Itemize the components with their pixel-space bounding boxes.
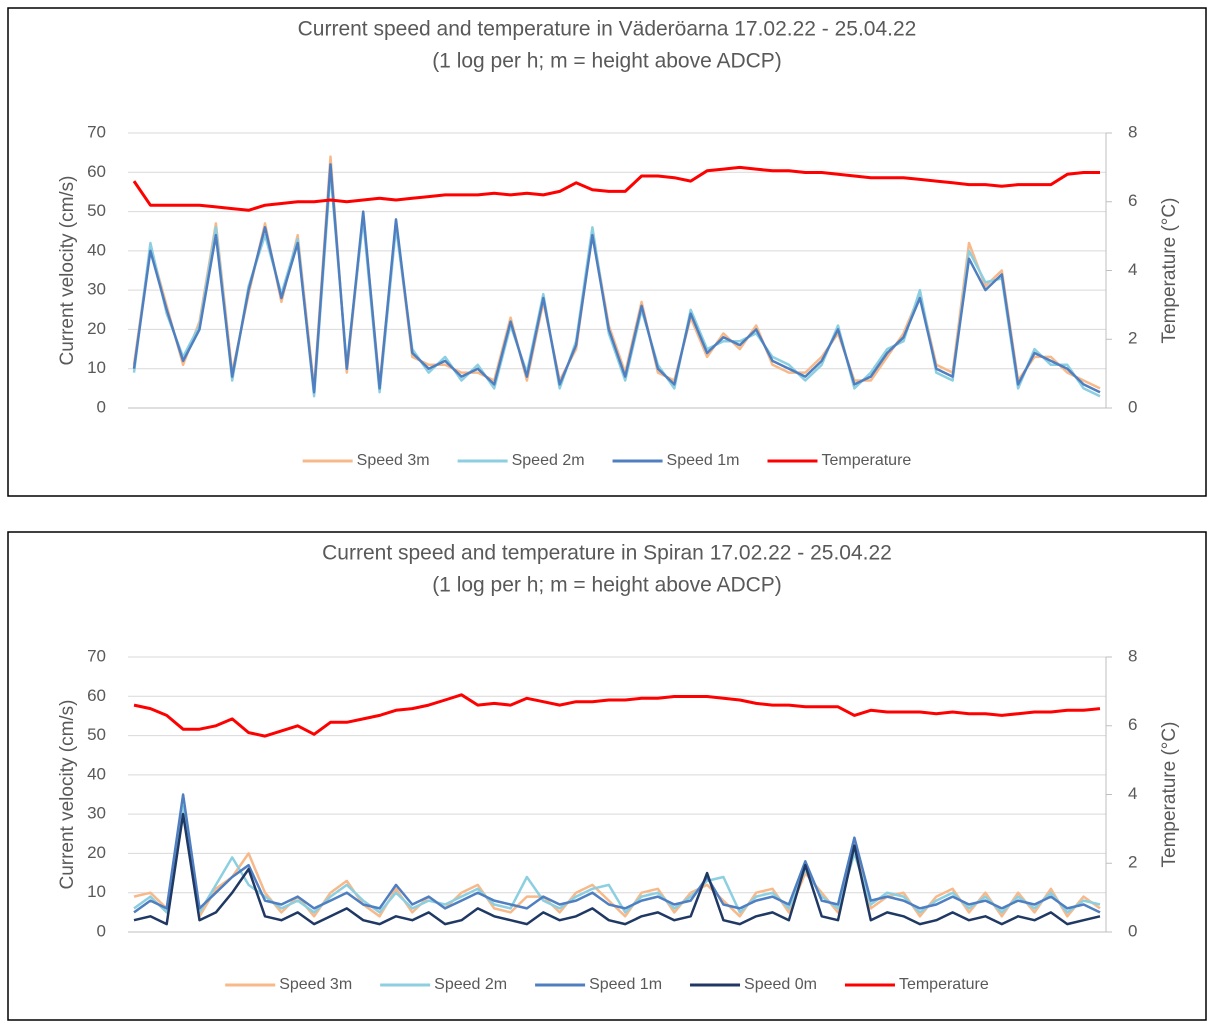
- chart-frame: [7, 7, 1207, 497]
- legend: Speed 3m Speed 2m Speed 1m Speed 0m Temperat…: [225, 976, 989, 993]
- legend-label: Speed 3m: [357, 452, 430, 469]
- y-tick-label: 0: [97, 921, 106, 940]
- y2-tick-label: 2: [1128, 329, 1137, 348]
- series-line: [133, 793, 1101, 914]
- y2-tick-label: 8: [1128, 646, 1137, 665]
- y-tick-label: 20: [87, 843, 106, 862]
- y2-tick-label: 4: [1128, 260, 1137, 279]
- y-tick-label: 0: [97, 397, 106, 416]
- y2-tick-label: 4: [1128, 784, 1137, 803]
- y-tick-label: 10: [87, 358, 106, 377]
- y-tick-label: 40: [87, 764, 106, 783]
- series-line: [133, 693, 1101, 738]
- legend-label: Speed 3m: [279, 976, 352, 993]
- y-tick-label: 60: [87, 162, 106, 181]
- y2-tick-label: 6: [1128, 715, 1137, 734]
- chart: Current speed and temperature in Spiran …: [7, 531, 1207, 1021]
- chart-frame: [7, 531, 1207, 1021]
- legend-label: Speed 1m: [667, 452, 740, 469]
- y-tick-label: 40: [87, 240, 106, 259]
- legend-label: Temperature: [899, 976, 989, 993]
- chart-title: Current speed and temperature in Spiran …: [322, 542, 892, 565]
- series-line: [132, 165, 1100, 212]
- legend-label: Temperature: [821, 452, 911, 469]
- y-tick-label: 70: [87, 122, 106, 141]
- y-tick-label: 60: [87, 686, 106, 705]
- y2-axis-label: Temperature (°C): [1159, 722, 1180, 868]
- y2-tick-label: 8: [1128, 122, 1137, 141]
- chart-subtitle: (1 log per h; m = height above ADCP): [432, 574, 782, 597]
- y2-axis-label: Temperature (°C): [1159, 198, 1180, 344]
- y2-tick-label: 6: [1128, 191, 1137, 210]
- y-axis-label: Current velocity (cm/s): [57, 175, 78, 365]
- legend: Speed 3m Speed 2m Speed 1m Temperature: [302, 452, 911, 469]
- y2-tick-label: 0: [1128, 397, 1137, 416]
- y-tick-label: 30: [87, 280, 106, 299]
- y-tick-label: 50: [87, 725, 106, 744]
- legend-label: Speed 1m: [589, 976, 662, 993]
- y-tick-label: 50: [87, 201, 106, 220]
- y-tick-label: 30: [87, 804, 106, 823]
- y2-tick-label: 2: [1128, 853, 1137, 872]
- y-tick-label: 70: [87, 646, 106, 665]
- legend-label: Speed 2m: [512, 452, 585, 469]
- chart-subtitle: (1 log per h; m = height above ADCP): [432, 50, 782, 73]
- y-tick-label: 10: [87, 882, 106, 901]
- series-line: [133, 812, 1101, 926]
- series-line: [132, 163, 1101, 394]
- y-axis-label: Current velocity (cm/s): [57, 699, 78, 889]
- y-tick-label: 20: [87, 319, 106, 338]
- chart-title: Current speed and temperature in Väderöa…: [298, 18, 917, 41]
- legend-label: Speed 2m: [434, 976, 507, 993]
- series-line: [133, 805, 1101, 914]
- chart: Current speed and temperature in Väderöa…: [7, 7, 1207, 497]
- y2-tick-label: 0: [1128, 921, 1137, 940]
- legend-label: Speed 0m: [744, 976, 817, 993]
